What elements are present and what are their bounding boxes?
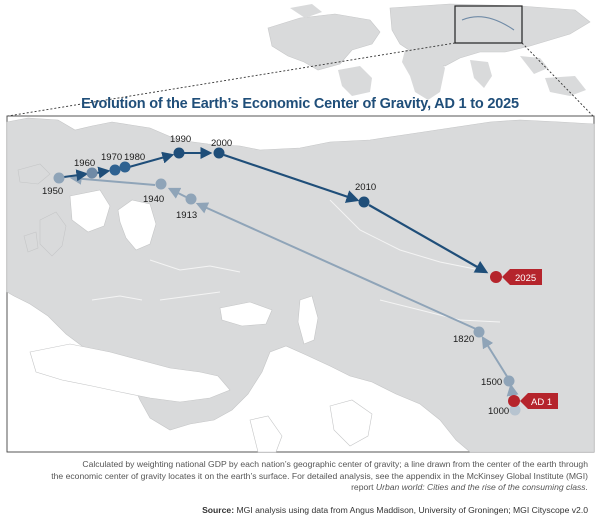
data-points <box>53 147 521 416</box>
tag-ad1: AD 1 <box>520 393 558 409</box>
label-1500: 1500 <box>481 377 502 388</box>
point-1980 <box>119 161 131 173</box>
figure-caption: Calculated by weighting national GDP by … <box>40 459 588 494</box>
label-1990: 1990 <box>170 134 191 145</box>
point-1820 <box>473 326 485 338</box>
inset-frame <box>454 5 523 44</box>
main-map-land <box>6 117 595 453</box>
zoom-guide-left <box>7 42 456 117</box>
label-2010: 2010 <box>355 182 376 193</box>
label-1940: 1940 <box>143 194 164 205</box>
label-1970: 1970 <box>101 152 122 163</box>
label-1000: 1000 <box>488 406 509 417</box>
point-1990 <box>173 147 185 159</box>
caption-line-3: report Urban world: Cities and the rise … <box>40 482 588 494</box>
point-1960 <box>86 167 98 179</box>
label-1980: 1980 <box>124 152 145 163</box>
point-1950 <box>53 172 65 184</box>
label-1960: 1960 <box>74 158 95 169</box>
label-1820: 1820 <box>453 334 474 345</box>
caption-line-1: Calculated by weighting national GDP by … <box>82 459 588 469</box>
caption-line-2: the economic center of gravity locates i… <box>51 470 588 481</box>
caption-report-title: Urban world: Cities and the rise of the … <box>375 482 588 493</box>
inset-path-line <box>461 16 515 31</box>
zoom-guide-right <box>521 42 594 117</box>
modern-path <box>63 147 489 274</box>
tag-ad1-label: AD 1 <box>531 397 552 408</box>
figure-title: Evolution of the Earth’s Economic Center… <box>81 96 519 112</box>
label-1950: 1950 <box>42 186 63 197</box>
label-1913: 1913 <box>176 210 197 221</box>
figure-source: Source: MGI analysis using data from Ang… <box>40 505 588 515</box>
point-1913 <box>185 193 197 205</box>
source-text: MGI analysis using data from Angus Maddi… <box>236 505 588 515</box>
tag-2025-label: 2025 <box>515 273 536 284</box>
source-label: Source: <box>202 505 235 515</box>
point-2010 <box>358 196 370 208</box>
label-2000: 2000 <box>211 138 232 149</box>
tag-2025: 2025 <box>502 269 542 285</box>
year-labels: 1000 1500 1820 1913 1940 1950 1960 1970 … <box>42 134 509 417</box>
point-ad1 <box>508 395 520 407</box>
point-1940 <box>155 178 167 190</box>
point-1500 <box>503 375 515 387</box>
point-2000 <box>213 147 225 159</box>
point-1970 <box>109 164 121 176</box>
world-inset-map <box>267 3 591 100</box>
point-2025 <box>490 271 502 283</box>
point-1000 <box>509 404 521 416</box>
caption-line-3-prefix: report <box>351 482 374 493</box>
